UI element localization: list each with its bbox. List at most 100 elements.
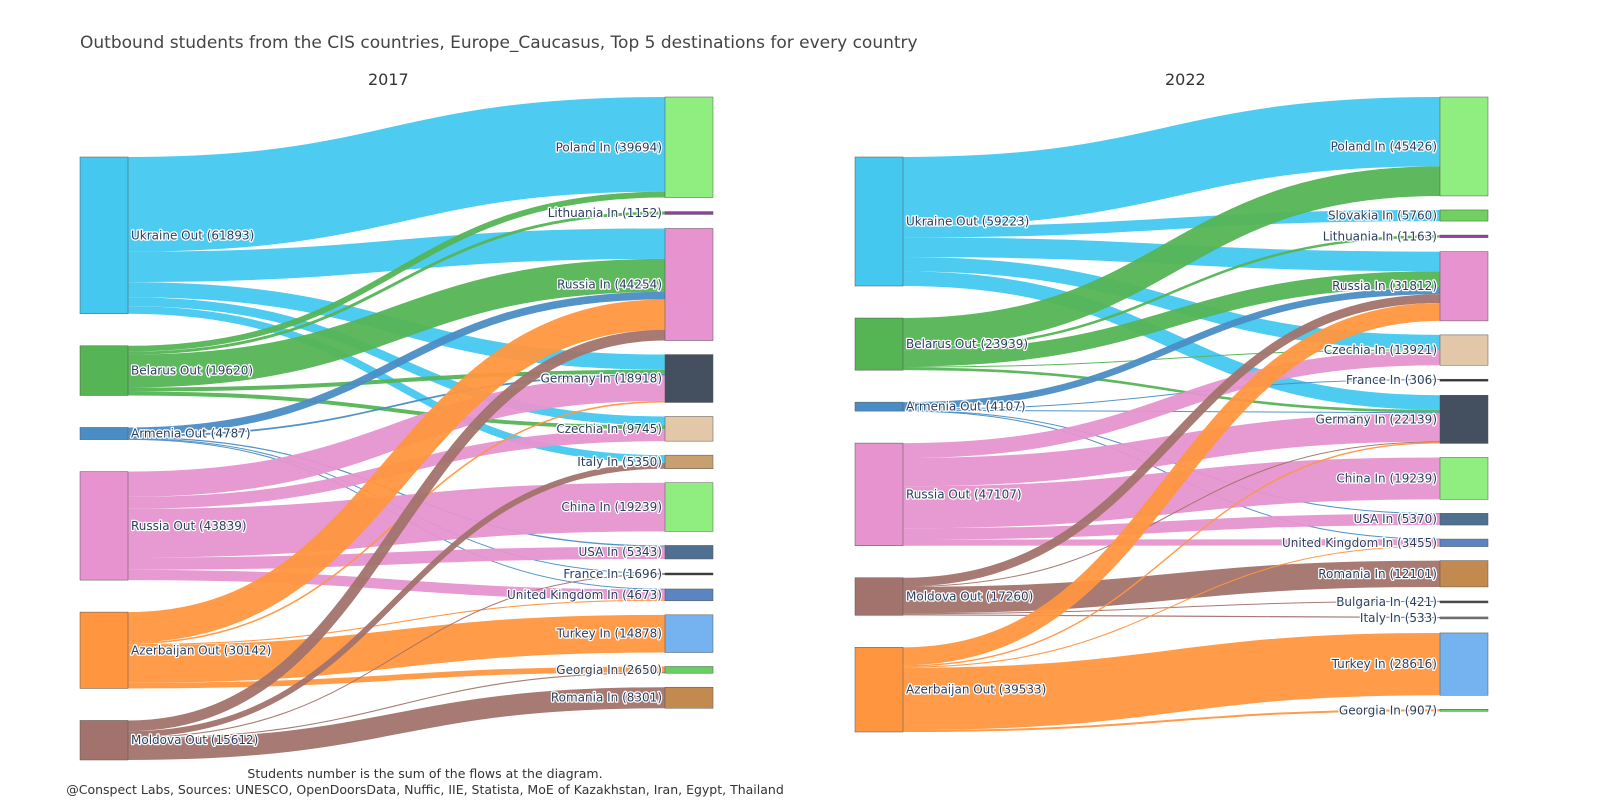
link-moldova-to-romania[interactable]: [127, 687, 666, 761]
link-belarus-to-poland[interactable]: [127, 191, 666, 352]
node-target-italy[interactable]: [664, 454, 714, 469]
node-target-label: United Kingdom In (3455): [1282, 536, 1437, 550]
node-target-label: Turkey In (28616): [1331, 657, 1437, 671]
node-target-label: Georgia In (2650): [556, 663, 662, 677]
node-target-russia[interactable]: [1439, 251, 1489, 322]
link-armenia-to-russia[interactable]: [127, 291, 666, 436]
link-azerbaijan-to-russia[interactable]: [127, 299, 666, 643]
node-source-ukraine[interactable]: [854, 156, 904, 287]
link-russia-to-germany[interactable]: [127, 375, 666, 497]
link-belarus-to-russia[interactable]: [127, 258, 666, 388]
link-moldova-to-russia[interactable]: [902, 294, 1441, 587]
node-target-label: France In (1696): [563, 567, 662, 581]
link-ukraine-to-russia[interactable]: [127, 228, 666, 283]
node-target-lithuania[interactable]: [664, 211, 714, 215]
node-target-germany[interactable]: [1439, 394, 1489, 444]
node-target-romania[interactable]: [664, 686, 714, 709]
node-target-france[interactable]: [1439, 378, 1489, 382]
link-belarus-to-czechia[interactable]: [902, 349, 1441, 368]
link-russia-to-usa[interactable]: [127, 546, 666, 570]
link-moldova-to-georgia[interactable]: [127, 672, 666, 739]
link-armenia-to-germany[interactable]: [127, 373, 666, 437]
node-source-russia[interactable]: [854, 442, 904, 546]
node-source-armenia[interactable]: [854, 401, 904, 412]
link-azerbaijan-to-georgia[interactable]: [902, 709, 1441, 732]
node-target-italy[interactable]: [1439, 616, 1489, 620]
link-azerbaijan-to-russia[interactable]: [902, 303, 1441, 666]
node-target-label: Russia In (31812): [1332, 279, 1437, 293]
node-target-poland[interactable]: [1439, 96, 1489, 197]
node-source-azerbaijan[interactable]: [79, 611, 129, 689]
link-moldova-to-france[interactable]: [127, 573, 666, 739]
node-source-label: Moldova Out (15612): [131, 733, 258, 747]
node-target-label: Lithuania In (1152): [548, 206, 662, 220]
node-source-belarus[interactable]: [79, 345, 129, 396]
node-target-label: Bulgaria In (421): [1336, 595, 1437, 609]
link-azerbaijan-to-united-kingdom[interactable]: [902, 545, 1441, 668]
link-moldova-to-russia[interactable]: [127, 329, 666, 732]
link-moldova-to-italy[interactable]: [127, 462, 666, 738]
panel-title-2017: 2017: [368, 70, 409, 89]
node-target-georgia[interactable]: [664, 666, 714, 674]
link-moldova-to-bulgaria[interactable]: [902, 600, 1441, 615]
link-belarus-to-poland[interactable]: [902, 166, 1441, 348]
node-target-slovakia[interactable]: [1439, 209, 1489, 222]
link-russia-to-czechia[interactable]: [902, 350, 1441, 459]
link-moldova-to-germany[interactable]: [902, 441, 1441, 588]
link-ukraine-to-italy[interactable]: [127, 306, 666, 463]
node-target-turkey[interactable]: [664, 614, 714, 653]
node-target-united-kingdom[interactable]: [664, 588, 714, 602]
link-russia-to-united-kingdom[interactable]: [127, 569, 666, 600]
link-moldova-to-italy[interactable]: [902, 614, 1441, 619]
node-target-label: Turkey In (14878): [556, 627, 662, 641]
node-target-bulgaria[interactable]: [1439, 600, 1489, 604]
node-target-france[interactable]: [664, 572, 714, 576]
node-target-usa[interactable]: [664, 545, 714, 560]
node-target-georgia[interactable]: [1439, 709, 1489, 712]
node-source-moldova[interactable]: [79, 720, 129, 761]
link-azerbaijan-to-germany[interactable]: [902, 442, 1441, 667]
link-belarus-to-germany[interactable]: [127, 369, 666, 392]
node-target-czechia[interactable]: [664, 416, 714, 442]
node-source-russia[interactable]: [79, 471, 129, 581]
link-belarus-to-germany[interactable]: [902, 367, 1441, 413]
link-azerbaijan-to-united-kingdom[interactable]: [127, 599, 666, 646]
node-target-czechia[interactable]: [1439, 334, 1489, 366]
link-azerbaijan-to-turkey[interactable]: [902, 632, 1441, 731]
node-target-poland[interactable]: [664, 96, 714, 198]
link-russia-to-china[interactable]: [127, 482, 666, 558]
node-source-moldova[interactable]: [854, 577, 904, 616]
node-source-label: Azerbaijan Out (30142): [131, 643, 271, 657]
link-armenia-to-france[interactable]: [902, 379, 1441, 410]
link-ukraine-to-germany[interactable]: [902, 271, 1441, 410]
node-target-romania[interactable]: [1439, 560, 1489, 588]
link-ukraine-to-poland[interactable]: [902, 96, 1441, 227]
node-target-united-kingdom[interactable]: [1439, 538, 1489, 547]
link-armenia-to-russia[interactable]: [902, 287, 1441, 409]
link-russia-to-germany[interactable]: [902, 413, 1441, 487]
node-source-label: Ukraine Out (59223): [906, 215, 1029, 229]
node-target-usa[interactable]: [1439, 513, 1489, 526]
link-belarus-to-russia[interactable]: [902, 271, 1441, 367]
link-ukraine-to-slovakia[interactable]: [902, 209, 1441, 238]
node-target-turkey[interactable]: [1439, 632, 1489, 696]
node-source-azerbaijan[interactable]: [854, 647, 904, 733]
link-azerbaijan-to-georgia[interactable]: [127, 666, 666, 689]
node-source-label: Russia Out (43839): [131, 519, 247, 533]
node-target-germany[interactable]: [664, 354, 714, 403]
node-target-lithuania[interactable]: [1439, 234, 1489, 238]
node-target-china[interactable]: [664, 482, 714, 532]
link-belarus-to-lithuania[interactable]: [902, 235, 1441, 351]
node-target-russia[interactable]: [664, 228, 714, 341]
node-source-armenia[interactable]: [79, 427, 129, 440]
link-azerbaijan-to-turkey[interactable]: [127, 614, 666, 683]
node-source-belarus[interactable]: [854, 317, 904, 371]
link-belarus-to-czechia[interactable]: [127, 391, 666, 430]
link-russia-to-usa[interactable]: [902, 513, 1441, 540]
node-target-china[interactable]: [1439, 457, 1489, 500]
link-belarus-to-lithuania[interactable]: [127, 211, 666, 355]
link-moldova-to-romania[interactable]: [902, 560, 1441, 614]
node-source-ukraine[interactable]: [79, 156, 129, 315]
node-source-label: Belarus Out (23939): [906, 337, 1028, 351]
link-ukraine-to-poland[interactable]: [127, 97, 666, 252]
